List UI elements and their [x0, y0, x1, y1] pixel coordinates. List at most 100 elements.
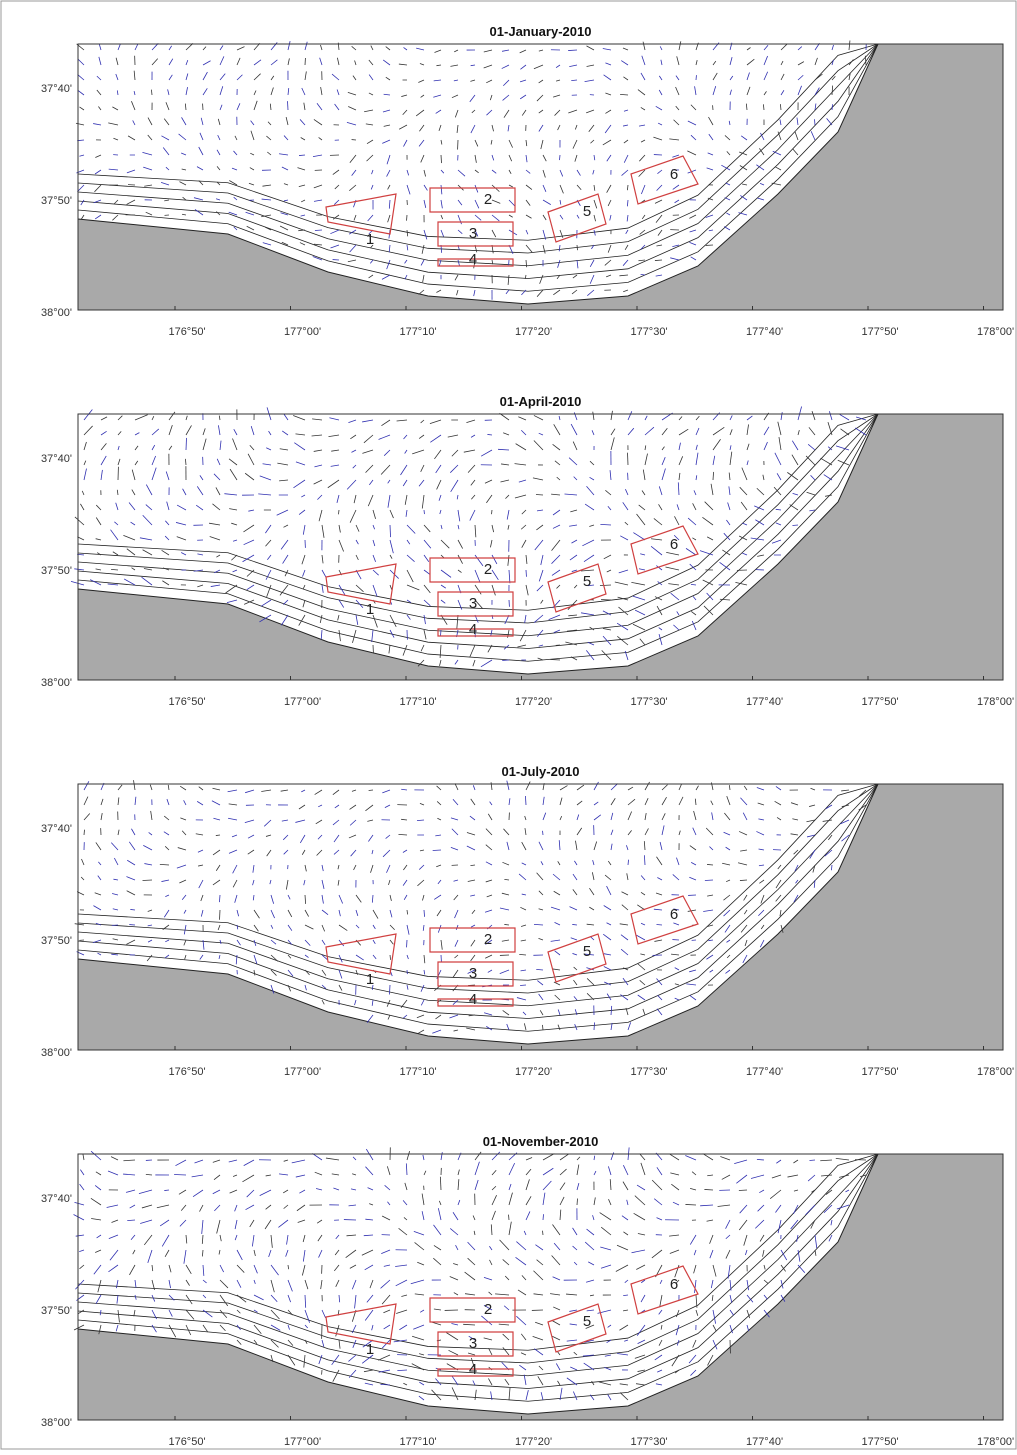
region-label: 4	[469, 251, 477, 268]
x-tick-label: 177°10'	[399, 696, 436, 708]
x-tick-label: 177°30'	[630, 1436, 667, 1448]
panel-title: 01-July-2010	[501, 764, 579, 779]
x-tick-label: 177°50'	[861, 696, 898, 708]
current-vector	[520, 985, 526, 986]
current-vector	[504, 924, 509, 925]
current-vector	[369, 790, 373, 791]
x-tick-label: 178°00'	[977, 1436, 1014, 1448]
x-tick-label: 178°00'	[977, 1066, 1014, 1078]
current-vector	[655, 260, 662, 261]
panel-title: 01-April-2010	[500, 394, 582, 409]
x-tick-label: 177°00'	[284, 696, 321, 708]
y-tick-label: 37°40'	[41, 83, 72, 95]
x-tick-label: 177°20'	[515, 696, 552, 708]
x-tick-label: 177°00'	[284, 326, 321, 338]
x-tick-label: 177°30'	[630, 326, 667, 338]
current-vector	[216, 835, 220, 836]
region-label: 1	[366, 601, 374, 618]
region-label: 4	[469, 991, 477, 1008]
current-vector	[543, 1214, 544, 1220]
current-vector	[525, 796, 526, 805]
x-tick-label: 177°50'	[861, 326, 898, 338]
region-label: 2	[484, 931, 492, 948]
current-vector	[542, 1025, 543, 1030]
x-tick-label: 177°50'	[861, 1436, 898, 1448]
current-vector	[713, 472, 714, 480]
x-tick-label: 177°40'	[746, 1066, 783, 1078]
x-tick-label: 177°40'	[746, 696, 783, 708]
x-tick-label: 177°30'	[630, 1066, 667, 1078]
region-label: 1	[366, 971, 374, 988]
y-tick-label: 37°50'	[41, 565, 72, 577]
x-tick-label: 177°00'	[284, 1436, 321, 1448]
region-label: 6	[670, 1276, 678, 1293]
current-vector	[424, 910, 425, 917]
current-vector	[185, 459, 186, 465]
region-label: 5	[583, 573, 591, 590]
current-vector	[164, 1190, 169, 1191]
current-vector	[151, 90, 152, 95]
x-tick-label: 177°10'	[399, 1436, 436, 1448]
region-label: 5	[583, 1313, 591, 1330]
region-label: 5	[583, 203, 591, 220]
x-tick-label: 177°10'	[399, 326, 436, 338]
current-vector	[130, 909, 135, 910]
region-label: 1	[366, 1341, 374, 1358]
current-vector	[809, 1160, 815, 1161]
current-vector	[440, 630, 441, 636]
y-tick-label: 37°50'	[41, 935, 72, 947]
x-tick-label: 177°50'	[861, 1066, 898, 1078]
current-vector	[389, 985, 390, 995]
x-tick-label: 177°20'	[515, 1066, 552, 1078]
current-vector	[577, 1199, 578, 1205]
x-tick-label: 176°50'	[168, 696, 205, 708]
x-tick-label: 176°50'	[168, 1066, 205, 1078]
current-vector	[628, 860, 629, 865]
x-tick-label: 177°40'	[746, 1436, 783, 1448]
current-vector	[739, 1190, 747, 1191]
x-tick-label: 178°00'	[977, 696, 1014, 708]
y-tick-label: 38°00'	[41, 1417, 72, 1429]
region-label: 3	[469, 595, 477, 612]
current-vector	[550, 659, 560, 660]
current-vector	[601, 599, 611, 600]
current-vector	[502, 660, 509, 661]
current-vector	[219, 895, 220, 902]
panel-title: 01-January-2010	[490, 24, 592, 39]
y-tick-label: 37°40'	[41, 1193, 72, 1205]
y-tick-label: 38°00'	[41, 307, 72, 319]
x-tick-label: 176°50'	[168, 326, 205, 338]
current-vector	[704, 1189, 713, 1190]
y-tick-label: 37°40'	[41, 823, 72, 835]
region-label: 1	[366, 231, 374, 248]
x-tick-label: 177°40'	[746, 326, 783, 338]
region-label: 2	[484, 561, 492, 578]
x-tick-label: 178°00'	[977, 326, 1014, 338]
y-tick-label: 37°50'	[41, 1305, 72, 1317]
current-vector	[433, 850, 441, 851]
region-label: 3	[469, 965, 477, 982]
x-tick-label: 177°10'	[399, 1066, 436, 1078]
current-vector	[685, 1204, 696, 1205]
x-tick-label: 176°50'	[168, 1436, 205, 1448]
x-tick-label: 177°00'	[284, 1066, 321, 1078]
region-label: 2	[484, 1301, 492, 1318]
current-vector	[740, 880, 747, 881]
current-vector	[705, 880, 713, 881]
x-tick-label: 177°20'	[515, 1436, 552, 1448]
panel-title: 01-November-2010	[483, 1134, 599, 1149]
region-label: 3	[469, 225, 477, 242]
region-label: 6	[670, 166, 678, 183]
current-vector	[338, 510, 339, 514]
current-vector	[84, 830, 85, 835]
region-label: 4	[469, 1361, 477, 1378]
current-vector	[390, 955, 391, 960]
current-vector	[143, 880, 152, 881]
region-label: 2	[484, 191, 492, 208]
